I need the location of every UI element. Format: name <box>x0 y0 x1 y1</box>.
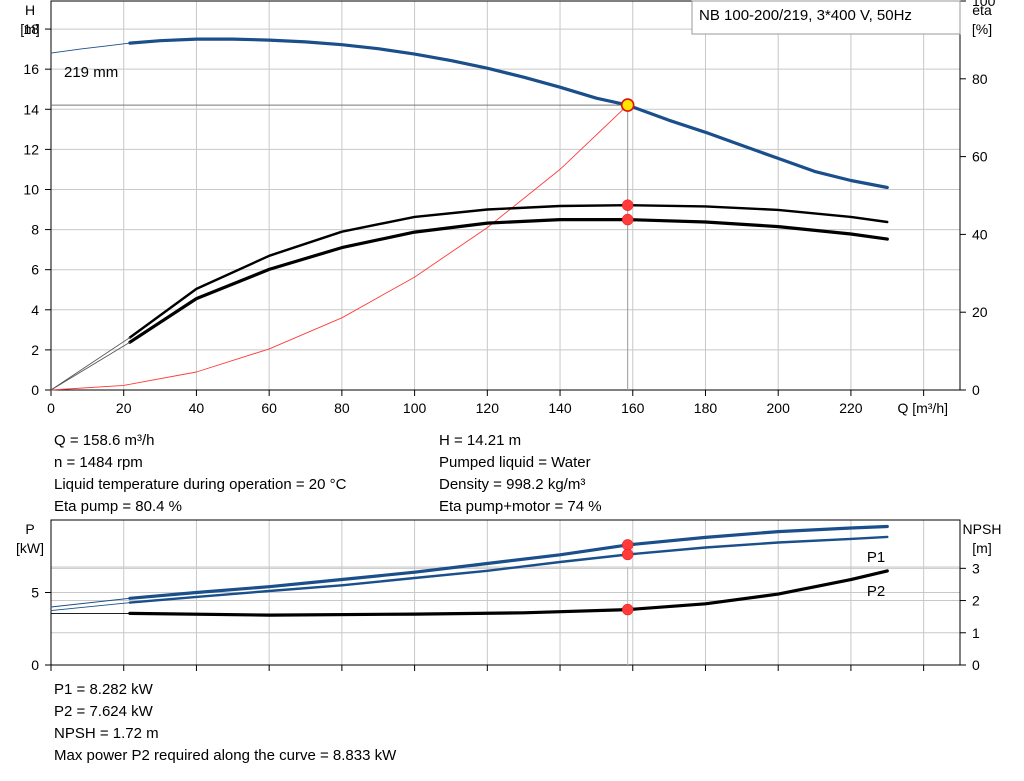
impeller-diameter-label: 219 mm <box>64 64 118 81</box>
x-tick-label: 40 <box>189 400 205 416</box>
y-tick-label-left: 2 <box>31 342 39 358</box>
info-line-left: Liquid temperature during operation = 20… <box>54 476 347 493</box>
x-tick-label: 200 <box>767 400 791 416</box>
y-axis-title-left: H <box>25 2 35 18</box>
operating-point-marker <box>621 199 634 211</box>
x-tick-label: 140 <box>548 400 572 416</box>
info-line-bottom: P2 = 7.624 kW <box>54 703 154 720</box>
series-label-p1: P1 <box>867 549 885 566</box>
y-tick-label-left: 4 <box>31 302 39 318</box>
y-tick-label-left: 18 <box>23 21 39 37</box>
y-axis-title-right: eta <box>972 2 992 18</box>
y-tick-label-left: 5 <box>31 585 39 601</box>
title-box <box>691 0 961 35</box>
info-line-bottom: Max power P2 required along the curve = … <box>54 747 397 764</box>
y-tick-label-right: 20 <box>972 304 988 320</box>
y-axis-title-right: [m] <box>972 540 991 556</box>
x-tick-label: 160 <box>621 400 645 416</box>
x-tick-label: 100 <box>403 400 427 416</box>
performance-grid <box>51 1 960 390</box>
series-line-eta-ext-b <box>50 341 131 391</box>
series-line-eta-ext-a <box>50 337 131 391</box>
y-axis-title-left: [m] <box>20 21 39 37</box>
y-axis-title-left: P <box>25 521 34 537</box>
series-line-system <box>50 104 629 391</box>
y-tick-label-right: 1 <box>972 625 980 641</box>
y-tick-label-right: 0 <box>972 382 980 398</box>
y-tick-label-left: 6 <box>31 262 39 278</box>
y-tick-label-right: 40 <box>972 226 988 242</box>
y-tick-label-left: 10 <box>23 181 39 197</box>
y-tick-label-right: 60 <box>972 149 988 165</box>
y-tick-label-right: 3 <box>972 560 980 576</box>
y-tick-label-right: 2 <box>972 593 980 609</box>
info-line-right: H = 14.21 m <box>439 432 521 449</box>
series-line-eta-pump <box>128 204 889 339</box>
series-line-head-ext <box>50 42 131 54</box>
performance-plot-frame <box>50 0 961 391</box>
series-line-p2 <box>128 535 889 604</box>
operating-point-marker <box>621 213 634 226</box>
y-axis-title-left: [kW] <box>16 540 44 556</box>
x-tick-label: 0 <box>47 400 55 416</box>
y-axis-title-right: [%] <box>972 21 992 37</box>
x-tick-label: 20 <box>116 400 132 416</box>
y-tick-label-left: 8 <box>31 222 39 238</box>
operating-point-marker <box>621 548 634 561</box>
y-tick-label-left: 0 <box>31 657 39 673</box>
y-tick-label-left: 0 <box>31 382 39 398</box>
x-tick-label: 120 <box>476 400 500 416</box>
y-tick-label-right: 80 <box>972 71 988 87</box>
y-tick-label-left: 12 <box>23 141 39 157</box>
info-line-left: n = 1484 rpm <box>54 454 143 471</box>
series-line-head <box>128 37 889 190</box>
info-line-bottom: P1 = 8.282 kW <box>54 681 154 698</box>
x-tick-label: 220 <box>839 400 863 416</box>
y-axis-title-right: NPSH <box>963 521 1002 537</box>
y-tick-label-right: 0 <box>972 657 980 673</box>
series-line-p2-ext <box>50 602 131 612</box>
chart-title: NB 100-200/219, 3*400 V, 50Hz <box>699 7 912 24</box>
y-tick-label-left: 16 <box>23 61 39 77</box>
title-box-frame <box>691 0 961 35</box>
series-line-eta-total <box>128 218 889 344</box>
info-line-right: Density = 998.2 kg/m³ <box>439 476 585 493</box>
series-label-p2: P2 <box>867 583 885 600</box>
x-tick-label: 80 <box>334 400 350 416</box>
info-line-left: Q = 158.6 m³/h <box>54 432 154 449</box>
series-line-p1 <box>128 524 889 600</box>
info-line-left: Eta pump = 80.4 % <box>54 498 182 515</box>
y-tick-label-right: 100 <box>972 0 996 9</box>
operating-point-marker <box>621 603 634 616</box>
series-line-p1-ext <box>50 597 131 608</box>
operating-point-marker <box>620 98 635 112</box>
info-line-right: Pumped liquid = Water <box>439 454 591 471</box>
y-tick-label-left: 14 <box>23 101 39 117</box>
x-tick-label: 60 <box>261 400 277 416</box>
x-axis-title: Q [m³/h] <box>897 400 948 416</box>
x-tick-label: 180 <box>694 400 718 416</box>
info-line-right: Eta pump+motor = 74 % <box>439 498 602 515</box>
info-line-bottom: NPSH = 1.72 m <box>54 725 159 742</box>
